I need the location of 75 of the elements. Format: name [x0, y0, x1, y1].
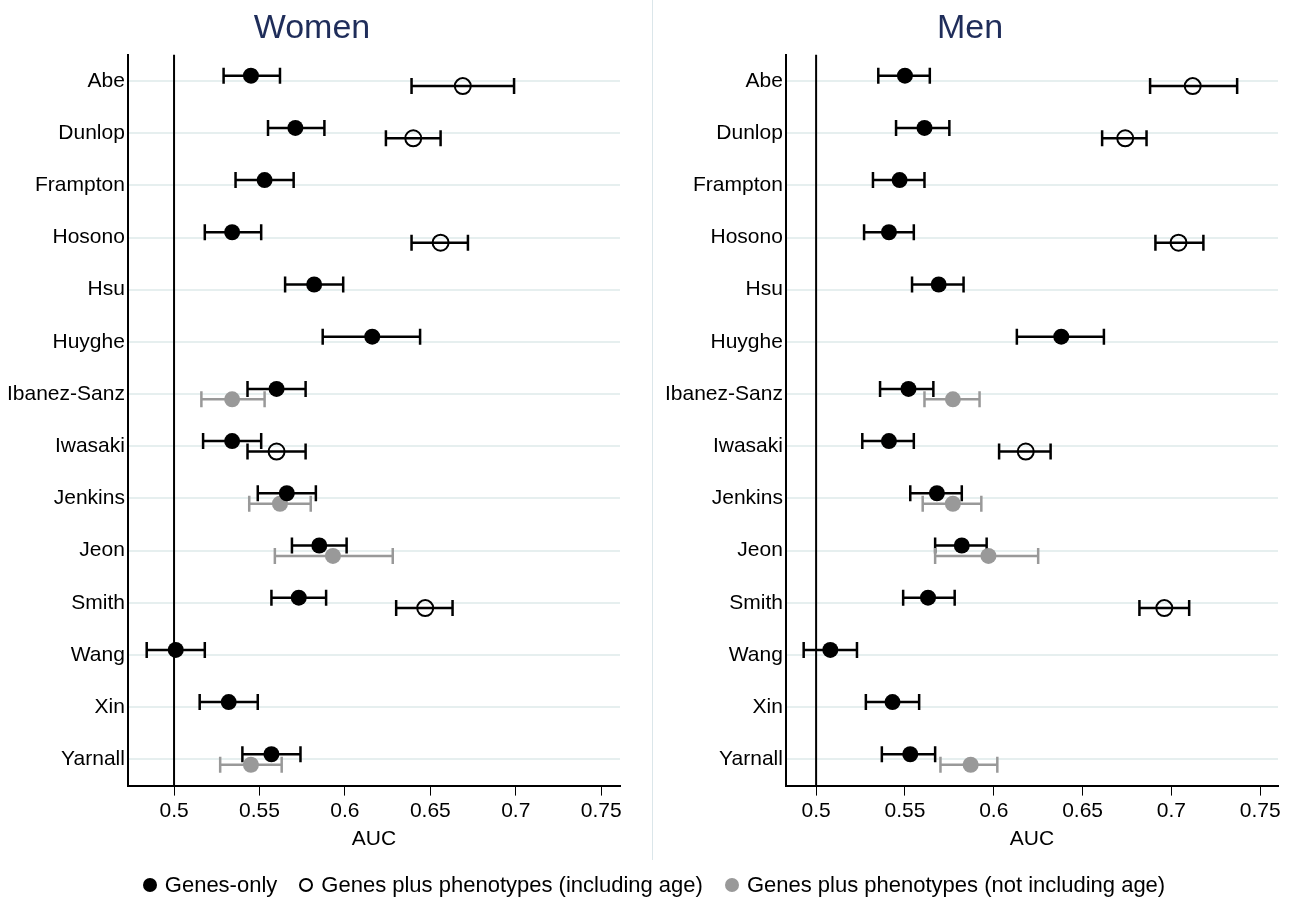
point: [880, 224, 897, 241]
y-tick-label: Xin: [94, 694, 125, 718]
x-tick-label: 0.5: [801, 798, 831, 821]
x-axis-title: AUC: [1009, 826, 1055, 850]
x-tick-label: 0.6: [979, 798, 1009, 821]
point: [256, 172, 273, 189]
x-tick-label: 0.65: [409, 798, 451, 821]
y-tick-label: Iwasaki: [712, 433, 783, 457]
chart-title: Women: [253, 6, 371, 45]
x-tick-label: 0.7: [1156, 798, 1187, 821]
y-tick-label: Hsu: [745, 276, 783, 300]
point: [953, 537, 970, 554]
y-tick-label: Yarnall: [61, 746, 125, 770]
point: [896, 67, 913, 84]
point: [263, 746, 280, 763]
y-tick-label: Jenkins: [711, 485, 783, 509]
x-tick-label: 0.55: [239, 798, 280, 821]
point: [278, 485, 295, 502]
x-tick-label: 0.65: [1062, 798, 1104, 821]
point: [880, 433, 897, 450]
legend-label: Genes-only: [164, 872, 278, 898]
y-tick-label: Hosono: [710, 224, 783, 248]
x-tick-label: 0.7: [501, 798, 531, 821]
y-tick-label: Ibanez-Sanz: [6, 380, 125, 404]
y-tick-label: Iwasaki: [54, 433, 125, 457]
y-tick-label: Jenkins: [53, 485, 125, 509]
point: [290, 589, 307, 606]
point: [916, 119, 933, 136]
y-tick-label: Frampton: [693, 172, 783, 196]
y-tick-label: Yarnall: [719, 746, 783, 770]
point: [920, 589, 937, 606]
x-tick-label: 0.75: [580, 798, 622, 821]
point: [900, 380, 917, 397]
y-tick-label: Hsu: [87, 276, 125, 300]
x-tick-label: 0.75: [1239, 798, 1281, 821]
point: [268, 380, 285, 397]
x-axis-title: AUC: [351, 826, 397, 850]
y-tick-label: Smith: [71, 589, 125, 613]
point: [891, 172, 908, 189]
y-tick-label: Abe: [745, 67, 783, 91]
point: [884, 694, 901, 711]
point: [1053, 328, 1070, 345]
y-tick-label: Huyghe: [52, 328, 125, 352]
y-tick-label: Abe: [87, 67, 125, 91]
x-tick-label: 0.55: [884, 798, 926, 821]
x-tick-label: 0.6: [330, 798, 360, 821]
y-tick-label: Wang: [70, 641, 125, 665]
x-tick-label: 0.5: [159, 798, 189, 821]
y-tick-label: Dunlop: [58, 119, 125, 143]
point: [822, 641, 839, 658]
y-tick-label: Xin: [752, 694, 783, 718]
point: [224, 433, 241, 450]
point: [167, 641, 184, 658]
chart-title: Men: [936, 6, 1004, 45]
y-tick-label: Frampton: [35, 172, 125, 196]
point: [224, 224, 241, 241]
point: [220, 694, 237, 711]
point: [287, 119, 304, 136]
legend-label: Genes plus phenotypes (including age): [321, 872, 703, 898]
y-tick-label: Jeon: [737, 537, 783, 561]
y-tick-label: Hosono: [52, 224, 125, 248]
point: [928, 485, 945, 502]
y-tick-label: Jeon: [79, 537, 125, 561]
point: [364, 328, 381, 345]
y-tick-label: Smith: [729, 589, 783, 613]
y-tick-label: Dunlop: [716, 119, 783, 143]
point: [930, 276, 947, 293]
y-tick-label: Wang: [728, 641, 783, 665]
point: [311, 537, 328, 554]
y-tick-label: Huyghe: [710, 328, 783, 352]
point: [902, 746, 919, 763]
y-tick-label: Ibanez-Sanz: [664, 380, 783, 404]
legend-label: Genes plus phenotypes (not including age): [746, 872, 1166, 898]
point: [306, 276, 323, 293]
point: [242, 67, 259, 84]
